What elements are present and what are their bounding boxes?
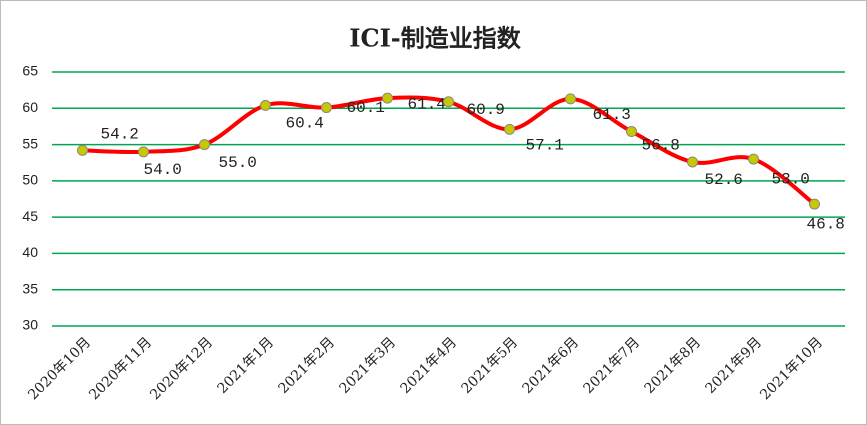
data-label: 54.2 <box>101 126 139 144</box>
marker <box>748 153 759 165</box>
marker <box>565 93 576 105</box>
data-label: 60.4 <box>286 115 324 133</box>
data-label: 56.8 <box>642 137 680 155</box>
data-label: 54.0 <box>144 161 182 179</box>
marker <box>443 96 454 108</box>
data-label: 60.1 <box>347 99 385 117</box>
marker <box>382 92 393 104</box>
marker <box>504 123 515 135</box>
data-label: 57.1 <box>526 137 564 155</box>
chart-title: ICI-制造业指数 <box>349 24 522 53</box>
marker <box>809 198 820 210</box>
y-tick-label: 45 <box>22 208 38 224</box>
marker <box>138 146 149 158</box>
y-tick-label: 30 <box>22 317 38 333</box>
marker <box>260 99 271 111</box>
data-label: 55.0 <box>219 154 257 172</box>
y-tick-label: 35 <box>22 280 38 296</box>
marker <box>321 102 332 114</box>
data-label: 60.9 <box>467 101 505 119</box>
data-label: 61.4 <box>408 95 446 113</box>
y-tick-label: 60 <box>22 99 38 115</box>
marker <box>77 144 88 156</box>
y-tick-label: 65 <box>22 63 38 79</box>
marker <box>626 126 637 138</box>
marker <box>687 156 698 168</box>
data-label: 53.0 <box>772 170 810 188</box>
data-label: 52.6 <box>705 171 743 189</box>
y-tick-label: 55 <box>22 135 38 151</box>
y-tick-label: 50 <box>22 172 38 188</box>
y-tick-label: 40 <box>22 244 38 260</box>
data-label: 61.3 <box>593 106 631 124</box>
data-label: 46.8 <box>807 215 845 233</box>
marker <box>199 139 210 151</box>
